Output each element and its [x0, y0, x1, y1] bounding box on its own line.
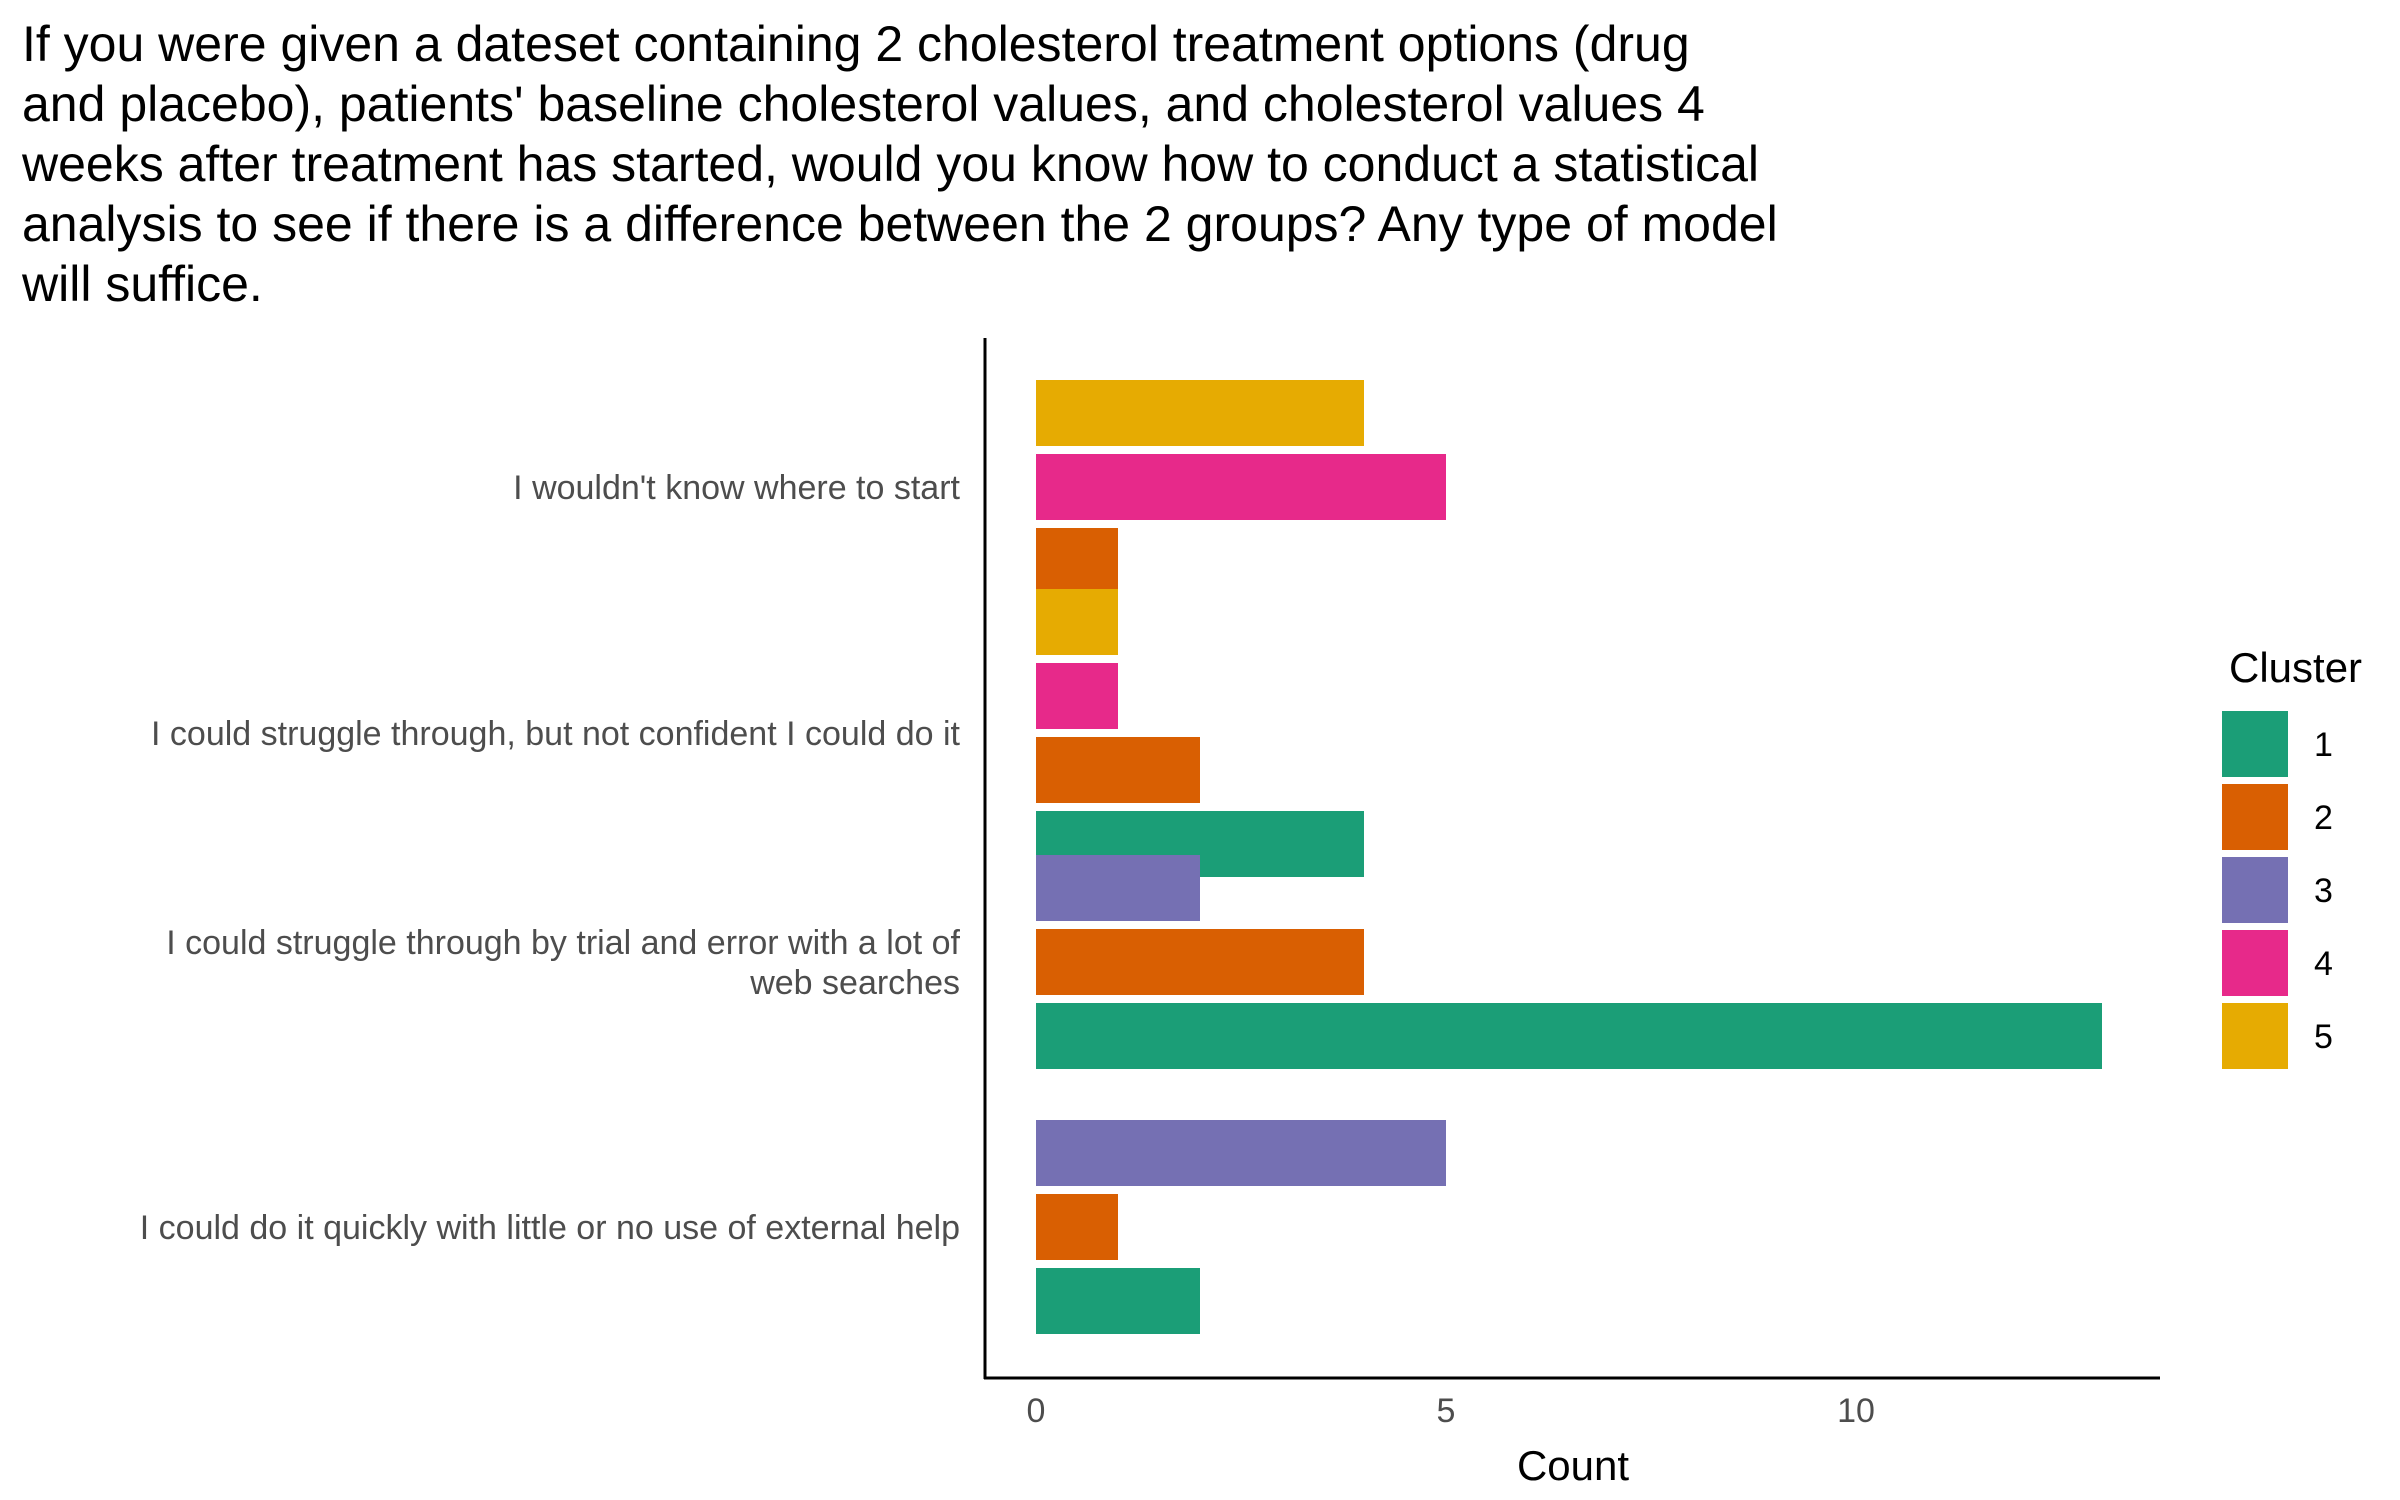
bar-group3-cluster-2 — [1036, 929, 1364, 995]
legend-swatch-2 — [2222, 784, 2288, 850]
bar-group1-cluster-5 — [1036, 380, 1364, 446]
bar-group2-cluster-5 — [1036, 589, 1118, 655]
legend-swatch-5 — [2222, 1003, 2288, 1069]
bar-group2-cluster-2 — [1036, 737, 1200, 803]
category-label-3: I could struggle through by trial and er… — [166, 924, 960, 1002]
bar-group3-cluster-3 — [1036, 855, 1200, 921]
x-tick-label-0: 0 — [1027, 1392, 1046, 1430]
category-labels: I wouldn't know where to start I could st… — [140, 469, 961, 1247]
x-tick-labels: 0 5 10 — [1027, 1392, 1875, 1430]
bar-group4-cluster-1 — [1036, 1268, 1200, 1334]
bar-group4-cluster-3 — [1036, 1120, 1446, 1186]
x-axis-title: Count — [1517, 1442, 1629, 1489]
category-label-2: I could struggle through, but not confid… — [151, 715, 961, 753]
bar-group1-cluster-2 — [1036, 528, 1118, 594]
x-tick-label-10: 10 — [1837, 1392, 1875, 1430]
bars-layer — [1036, 380, 2102, 1334]
legend-swatch-3 — [2222, 857, 2288, 923]
bar-group2-cluster-4 — [1036, 663, 1118, 729]
legend-label-5: 5 — [2314, 1018, 2333, 1056]
legend-swatch-4 — [2222, 930, 2288, 996]
bar-group1-cluster-4 — [1036, 454, 1446, 520]
bar-group3-cluster-1 — [1036, 1003, 2102, 1069]
bar-group4-cluster-2 — [1036, 1194, 1118, 1260]
category-label-4: I could do it quickly with little or no … — [140, 1209, 960, 1247]
legend-label-1: 1 — [2314, 726, 2333, 764]
legend-label-3: 3 — [2314, 872, 2333, 910]
legend-label-4: 4 — [2314, 945, 2333, 983]
legend-label-2: 2 — [2314, 799, 2333, 837]
axes — [983, 338, 2160, 1380]
chart-title: If you were given a dateset containing 2… — [22, 16, 1778, 312]
legend: Cluster 1 2 3 4 5 — [2222, 644, 2362, 1069]
category-label-1: I wouldn't know where to start — [513, 469, 960, 507]
x-tick-label-5: 5 — [1437, 1392, 1456, 1430]
legend-title: Cluster — [2229, 644, 2362, 691]
legend-swatch-1 — [2222, 711, 2288, 777]
